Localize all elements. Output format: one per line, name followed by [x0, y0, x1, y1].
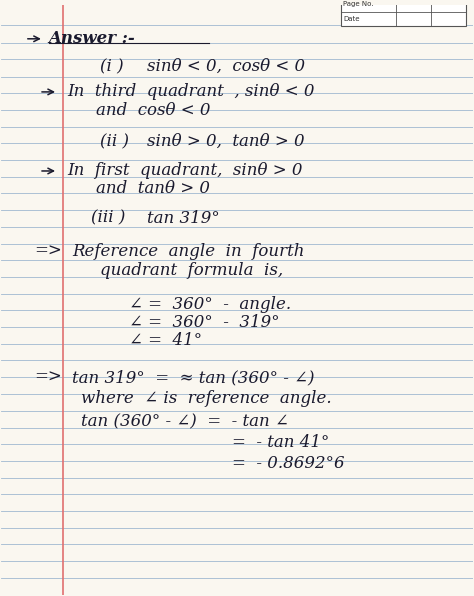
Text: Answer :-: Answer :- — [48, 30, 135, 47]
Text: quadrant  formula  is,: quadrant formula is, — [100, 262, 283, 278]
Text: ∠ =  360°  -  319°: ∠ = 360° - 319° — [128, 313, 279, 331]
Text: =  - tan 41°: = - tan 41° — [232, 434, 329, 451]
Text: tan 319°: tan 319° — [147, 210, 220, 226]
Text: In  first  quadrant,  sinθ > 0: In first quadrant, sinθ > 0 — [67, 163, 303, 179]
Text: Date: Date — [343, 16, 359, 22]
Text: tan (360° - ∠)  =  - tan ∠: tan (360° - ∠) = - tan ∠ — [82, 413, 289, 430]
Text: Page No.: Page No. — [343, 1, 374, 7]
Text: (i ): (i ) — [100, 58, 124, 75]
Text: sinθ < 0,  cosθ < 0: sinθ < 0, cosθ < 0 — [147, 58, 306, 75]
Text: and  tanθ > 0: and tanθ > 0 — [96, 180, 210, 197]
FancyBboxPatch shape — [341, 0, 465, 26]
Text: ∠ =  360°  -  angle.: ∠ = 360° - angle. — [128, 296, 291, 313]
Text: sinθ > 0,  tanθ > 0: sinθ > 0, tanθ > 0 — [147, 133, 305, 150]
Text: where  ∠ is  reference  angle.: where ∠ is reference angle. — [82, 390, 332, 406]
Text: In  third  quadrant  , sinθ < 0: In third quadrant , sinθ < 0 — [67, 83, 315, 100]
Text: =>: => — [35, 243, 62, 260]
Text: =  - 0.8692°6: = - 0.8692°6 — [232, 455, 345, 472]
Text: (ii ): (ii ) — [100, 133, 129, 150]
Text: tan 319°  =  ≈ tan (360° - ∠): tan 319° = ≈ tan (360° - ∠) — [72, 369, 315, 386]
Text: (iii ): (iii ) — [91, 210, 125, 226]
Text: =>: => — [35, 369, 62, 386]
Text: and  cosθ < 0: and cosθ < 0 — [96, 103, 210, 119]
Text: Reference  angle  in  fourth: Reference angle in fourth — [72, 243, 305, 260]
Text: ∠ =  41°: ∠ = 41° — [128, 333, 202, 349]
